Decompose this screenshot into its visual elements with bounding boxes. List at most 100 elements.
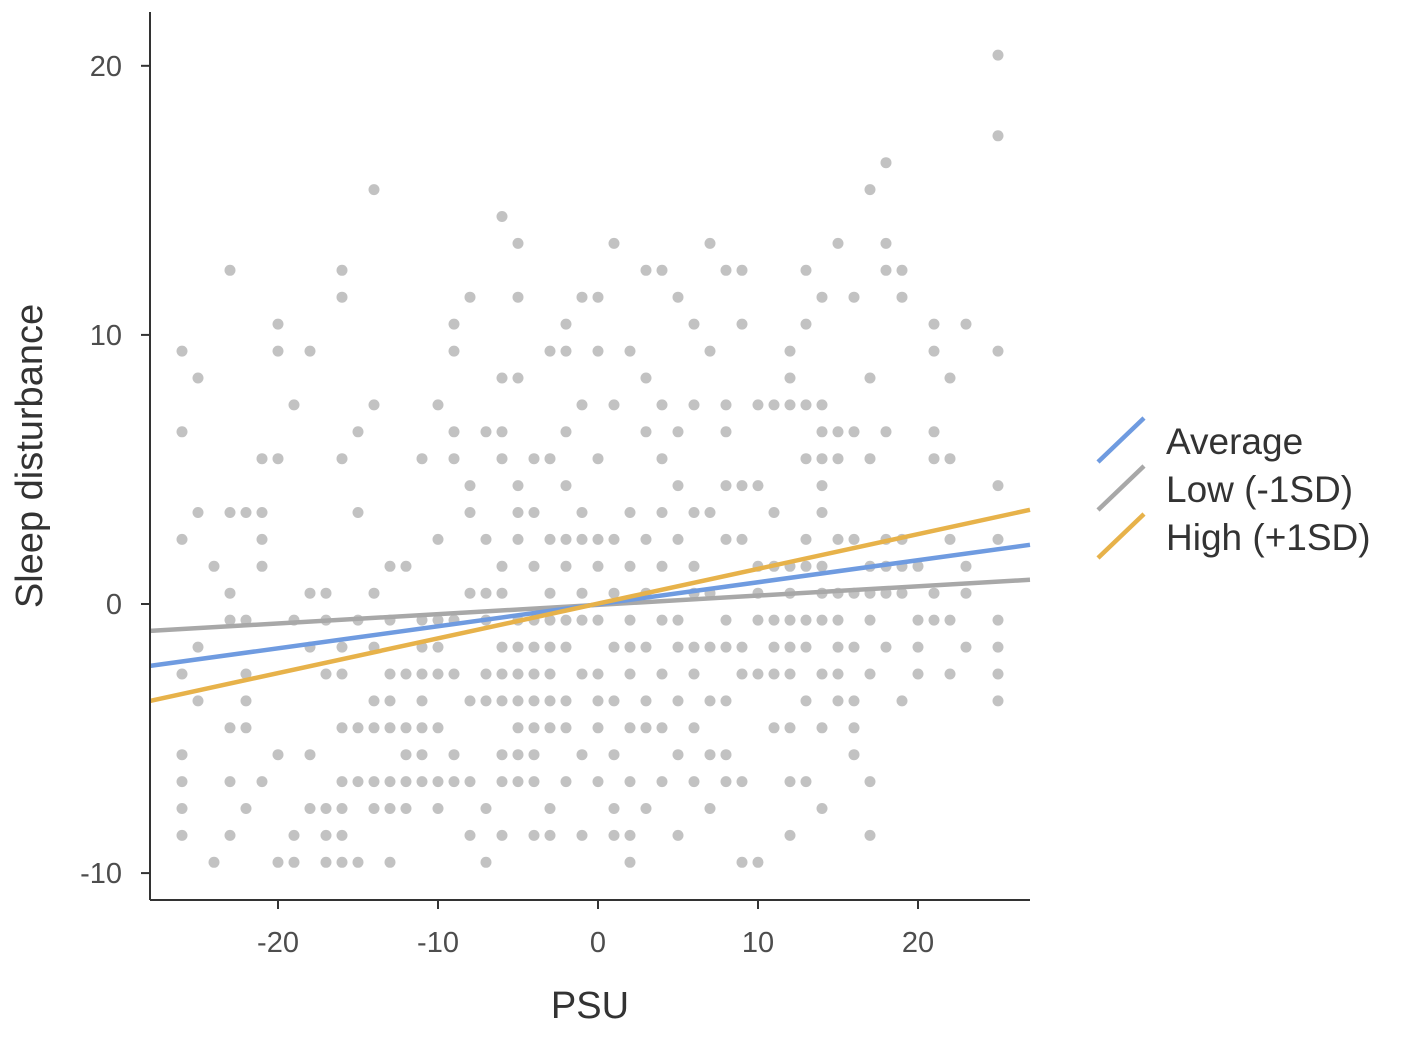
scatter-point [848,695,860,707]
scatter-point [608,237,620,249]
scatter-point [544,641,556,653]
scatter-point [592,345,604,357]
scatter-point [416,668,428,680]
scatter-point [880,426,892,438]
scatter-point [512,776,524,788]
scatter-point [544,695,556,707]
scatter-point [640,722,652,734]
scatter-point [192,641,204,653]
scatter-point [816,614,828,626]
scatter-point [992,641,1004,653]
scatter-point [624,345,636,357]
scatter-point [640,264,652,276]
scatter-point [224,829,236,841]
scatter-point [608,829,620,841]
scatter-point [784,345,796,357]
scatter-point [560,318,572,330]
scatter-point [592,614,604,626]
scatter-point [832,533,844,545]
scatter-point [832,426,844,438]
scatter-point [336,829,348,841]
scatter-point [800,533,812,545]
regression-line-high-1sd [149,507,1031,704]
scatter-point [848,426,860,438]
scatter-point [608,803,620,814]
scatter-point [496,211,508,222]
scatter-point [832,237,844,249]
scatter-point [368,695,380,707]
scatter-point [576,668,588,680]
scatter-point [768,399,780,411]
scatter-point [912,668,924,680]
scatter-point [464,776,476,788]
scatter-point [800,560,812,572]
scatter-point [704,345,716,357]
scatter-point [800,399,812,411]
scatter-point [176,533,188,545]
scatter-point [384,668,396,680]
scatter-point [400,803,412,814]
scatter-point [560,614,572,626]
scatter-point [992,533,1004,545]
scatter-point [528,776,540,788]
scatter-point [928,318,940,330]
scatter-point [480,668,492,680]
scatter-point [592,668,604,680]
scatter-point [416,722,428,734]
scatter-point [432,641,444,653]
scatter-point [336,264,348,276]
scatter-point [576,829,588,841]
scatter-point [528,668,540,680]
scatter-point [736,264,748,276]
scatter-point [736,856,748,868]
scatter-point [560,533,572,545]
scatter-point [768,722,780,734]
scatter-point [592,722,604,734]
scatter-point [880,264,892,276]
scatter-point [480,856,492,868]
scatter-point [832,453,844,465]
x-tick-label: 10 [742,927,774,959]
scatter-point [672,695,684,707]
scatter-point [496,695,508,707]
scatter-point [544,722,556,734]
scatter-point [240,668,252,680]
scatter-point [528,829,540,841]
scatter-point [576,749,588,761]
scatter-point [512,237,524,249]
scatter-point [496,749,508,761]
scatter-point [448,749,460,761]
scatter-point [672,533,684,545]
scatter-point [944,533,956,545]
scatter-point [736,641,748,653]
scatter-point [672,749,684,761]
scatter-point [624,776,636,788]
scatter-point [944,614,956,626]
scatter-point [320,856,332,868]
scatter-point [384,695,396,707]
scatter-point [720,533,732,545]
y-tick-label: 10 [90,320,122,352]
x-tick-label: 0 [590,927,606,959]
scatter-point [720,695,732,707]
scatter-point [528,560,540,572]
y-tick-label: 20 [90,51,122,83]
scatter-point [288,399,300,411]
scatter-point [736,533,748,545]
scatter-point [880,641,892,653]
scatter-point [752,480,764,492]
scatter-point [656,722,668,734]
scatter-point [176,426,188,438]
scatter-point [528,695,540,707]
scatter-point [864,614,876,626]
scatter-point [560,641,572,653]
scatter-point [704,749,716,761]
scatter-point [320,587,332,599]
scatter-point [352,722,364,734]
scatter-point [688,507,700,518]
scatter-point [720,264,732,276]
scatter-point [544,614,556,626]
scatter-point [384,803,396,814]
scatter-point [240,722,252,734]
